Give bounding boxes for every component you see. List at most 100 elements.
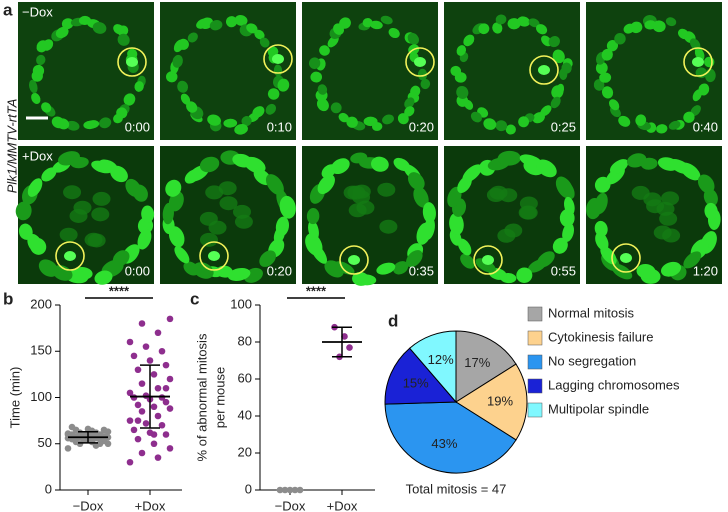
nucleus — [495, 120, 508, 132]
nucleus — [165, 179, 182, 197]
y-tick-label: 100 — [30, 389, 52, 404]
highlight-circle — [473, 245, 503, 275]
data-point — [142, 392, 150, 399]
nucleus — [110, 165, 128, 183]
nucleus — [417, 68, 428, 81]
nucleus — [505, 124, 516, 135]
nucleus — [32, 64, 45, 77]
time-stamp: 0:00 — [125, 263, 150, 278]
legend-swatch — [527, 306, 543, 322]
nucleus — [489, 185, 508, 200]
nucleus — [561, 180, 575, 199]
nucleus — [631, 185, 650, 200]
y-tick-label: 100 — [230, 296, 252, 311]
nucleus — [536, 24, 548, 35]
nucleus — [63, 185, 82, 200]
data-point — [126, 458, 134, 466]
data-point — [126, 338, 134, 346]
nucleus — [29, 79, 38, 94]
nucleus — [606, 40, 619, 52]
nucleus — [483, 118, 497, 130]
data-point — [146, 357, 154, 364]
nucleus — [232, 204, 251, 219]
data-point — [162, 384, 170, 392]
nucleus — [306, 208, 320, 225]
data-point — [138, 449, 146, 457]
mitotic-cell — [538, 65, 550, 75]
nucleus — [457, 238, 472, 256]
nucleus — [92, 191, 111, 206]
nucleus — [94, 270, 113, 285]
micrograph: 0:35 — [302, 146, 438, 286]
slice-label: 15% — [403, 376, 429, 391]
panel-label: c — [190, 289, 199, 308]
nucleus — [416, 222, 432, 245]
nucleus — [317, 84, 328, 95]
data-point — [166, 315, 174, 323]
nucleus — [91, 207, 110, 222]
nucleus — [177, 80, 189, 93]
time-stamp: 0:20 — [409, 119, 434, 134]
nucleus — [172, 54, 183, 68]
micrograph: 0:20 — [160, 146, 296, 284]
nucleus — [223, 118, 238, 128]
significance: **** — [109, 283, 130, 298]
y-tick-label: 200 — [30, 296, 52, 311]
x-tick-label: +Dox — [135, 498, 166, 512]
time-stamp: 0:20 — [267, 263, 292, 278]
time-stamp: 1:20 — [693, 263, 718, 278]
nucleus — [141, 205, 155, 223]
nucleus — [207, 114, 221, 126]
nucleus — [83, 120, 97, 130]
nucleus — [552, 237, 568, 254]
error-bar — [78, 430, 98, 444]
nucleus — [516, 267, 533, 283]
data-point — [281, 486, 289, 494]
nucleus — [492, 22, 503, 34]
nucleus — [601, 48, 613, 61]
legend-swatch — [527, 330, 543, 346]
data-point — [134, 366, 142, 374]
nucleus — [308, 220, 319, 241]
nucleus — [548, 36, 560, 48]
nucleus — [532, 112, 545, 124]
y-tick-label: 20 — [238, 444, 252, 459]
nucleus — [199, 232, 218, 247]
significance: **** — [306, 283, 327, 298]
highlight-circle — [405, 47, 435, 77]
y-axis-label: per mouse — [212, 367, 227, 428]
micrograph: 1:20 — [586, 146, 722, 284]
data-point — [296, 486, 304, 494]
nucleus — [199, 156, 220, 173]
nucleus — [317, 174, 335, 195]
nucleus — [552, 49, 565, 64]
data-point — [138, 408, 146, 415]
nucleus — [36, 54, 46, 66]
data-point — [346, 344, 353, 351]
legend-label: No segregation — [548, 353, 636, 368]
nucleus — [463, 34, 475, 47]
data-point — [150, 431, 158, 438]
data-point — [130, 352, 138, 360]
slice-label: 19% — [487, 393, 513, 408]
nucleus — [348, 203, 367, 218]
data-point — [291, 486, 299, 494]
slice-label: 12% — [428, 352, 454, 367]
micrograph: 0:55 — [444, 146, 580, 284]
data-point — [158, 421, 166, 429]
nucleus — [497, 228, 516, 243]
nucleus — [599, 72, 612, 83]
nucleus — [183, 261, 199, 276]
nucleus — [338, 112, 349, 123]
x-tick-label: −Dox — [275, 498, 306, 512]
time-stamp: 0:25 — [551, 119, 576, 134]
y-axis-label: % of abnormal mitosis — [194, 333, 209, 461]
nucleus — [92, 22, 107, 34]
data-point — [96, 440, 104, 448]
nucleus — [352, 271, 370, 286]
nucleus — [31, 92, 41, 105]
nucleus — [193, 262, 214, 279]
condition-label: −Dox — [22, 4, 53, 19]
nucleus — [517, 16, 531, 27]
data-point — [142, 420, 150, 427]
